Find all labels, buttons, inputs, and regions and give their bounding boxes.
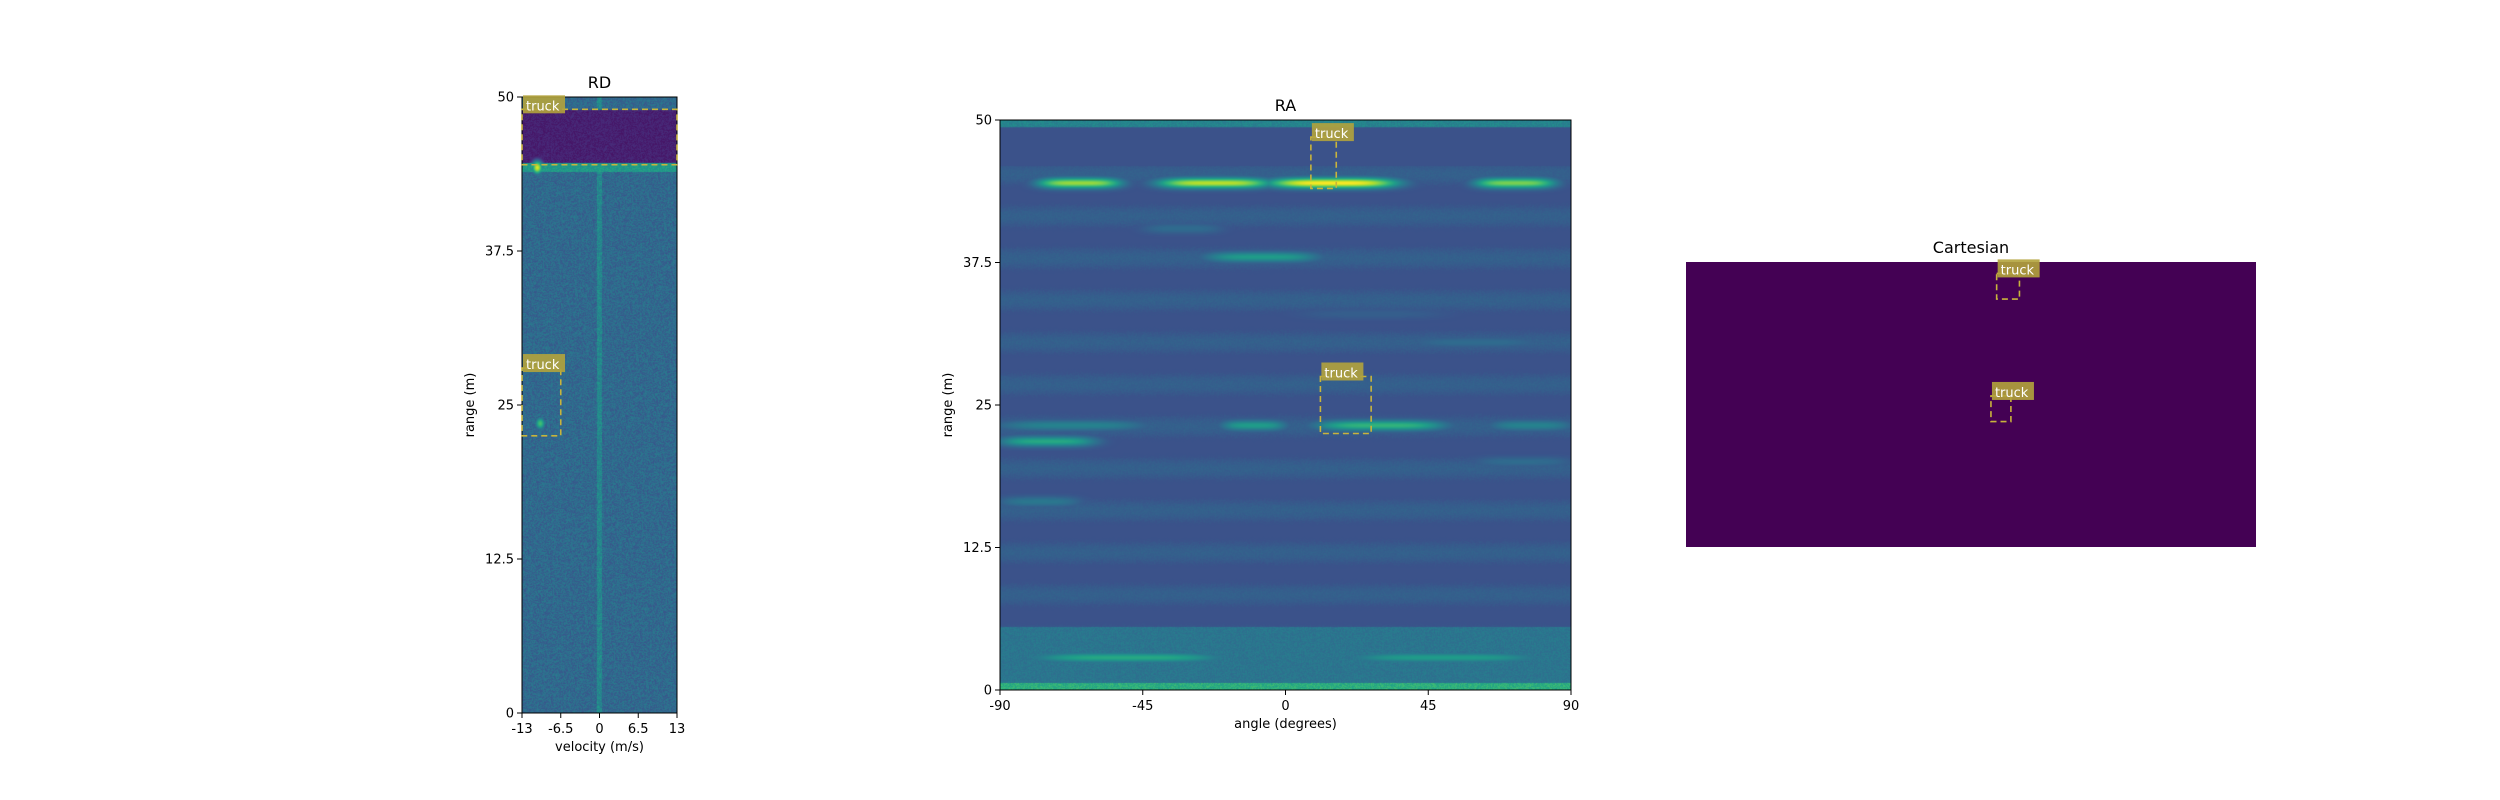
detection-label: truck [526, 358, 560, 373]
y-tick-label: 50 [975, 114, 992, 129]
x-tick-label: 0 [1281, 699, 1289, 714]
detection-label-bg [523, 95, 565, 114]
y-tick-label: 0 [984, 684, 992, 699]
x-tick-label: 13 [669, 722, 686, 737]
detection-label-bg [1991, 381, 2034, 400]
x-axis-label: angle (degrees) [1234, 717, 1337, 732]
y-tick-label: 0 [506, 707, 514, 722]
detection-label-bg [523, 354, 565, 373]
panel-2: Cartesian truck truck [1686, 238, 2256, 547]
detection-label: truck [2001, 263, 2035, 278]
detection-box [521, 108, 678, 166]
x-tick-label: 6.5 [628, 722, 649, 737]
x-tick-label: 0 [595, 722, 603, 737]
heatmap-image [522, 97, 677, 713]
chart-title: RA [1275, 96, 1296, 115]
y-axis-label: range (m) [941, 373, 956, 438]
y-tick-label: 25 [497, 399, 514, 414]
y-tick-label: 37.5 [963, 256, 992, 271]
detection-label-bg [1311, 123, 1354, 142]
detection-box [1990, 395, 2012, 423]
x-axis-label: velocity (m/s) [555, 740, 644, 755]
panel-0: RD -13 -6.5 0 6.5 13 0 12.5 25 37.5 50 velocity (m/… [463, 73, 685, 755]
heatmap-image [1000, 120, 1571, 690]
y-axis-label: range (m) [463, 373, 478, 438]
detection-label: truck [1315, 127, 1349, 142]
x-tick-label: 90 [1563, 699, 1580, 714]
x-tick-label: -13 [511, 722, 532, 737]
y-tick-label: 25 [975, 399, 992, 414]
y-tick-label: 12.5 [963, 541, 992, 556]
detection-label: truck [1995, 386, 2029, 401]
y-tick-label: 50 [497, 91, 514, 106]
detection-label: truck [1324, 367, 1358, 382]
detection-box [521, 367, 562, 437]
detection-label-bg [1997, 259, 2040, 278]
heatmap-image [1686, 262, 2256, 547]
x-tick-label: 45 [1420, 699, 1437, 714]
x-tick-label: -6.5 [548, 722, 573, 737]
detection-label-bg [1321, 362, 1364, 381]
x-tick-label: -90 [989, 699, 1010, 714]
chart-title: Cartesian [1933, 238, 2009, 257]
y-tick-label: 37.5 [485, 245, 514, 260]
detection-label: truck [526, 99, 560, 114]
panel-1: RA -90 -45 0 45 90 0 12.5 25 37.5 50 angle (degrees… [941, 96, 1579, 732]
y-tick-label: 12.5 [485, 553, 514, 568]
x-tick-label: -45 [1132, 699, 1153, 714]
chart-title: RD [588, 73, 611, 92]
